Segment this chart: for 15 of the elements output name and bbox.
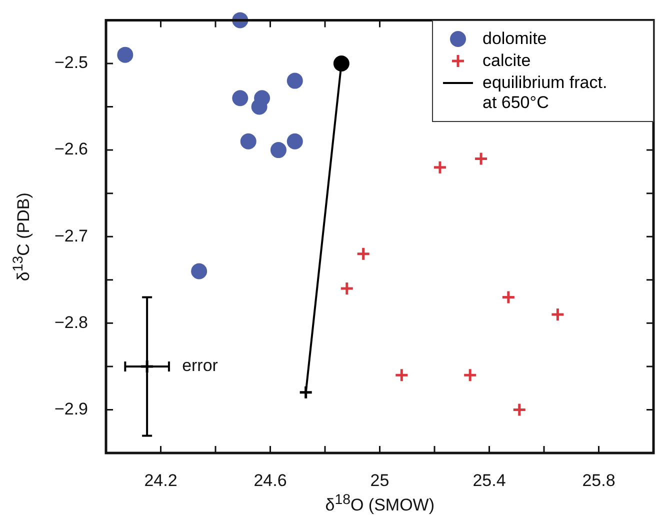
y-tick-label: −2.8 [54, 312, 88, 332]
y-tick-label: −2.9 [54, 399, 88, 418]
x-tick-label: 25.4 [472, 470, 506, 490]
x-axis-title: δ$^{18}$O (SMOW) [325, 492, 435, 515]
x-tick-label: 25.8 [582, 470, 616, 490]
y-tick-label: −2.7 [54, 226, 88, 246]
y-tick-label: −2.5 [54, 53, 88, 72]
x-tick-label: 24.6 [254, 470, 287, 490]
annotation: error [182, 356, 218, 376]
legend-label: equilibrium fract. at 650°C [482, 73, 608, 114]
legend-label: dolomite [482, 29, 547, 50]
y-tick-label: −2.6 [54, 140, 88, 159]
x-tick-label: 24.2 [144, 470, 178, 490]
legend-label: calcite [482, 51, 531, 72]
x-tick-label: 25 [370, 470, 390, 490]
